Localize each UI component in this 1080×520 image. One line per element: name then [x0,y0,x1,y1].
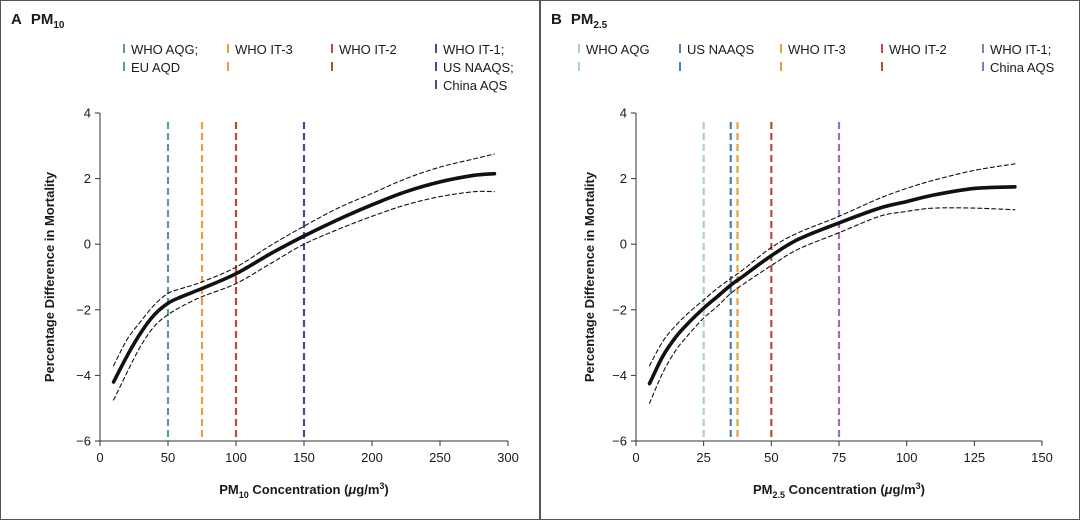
y-tick-label: 2 [620,171,627,186]
y-tick-label: 4 [620,106,627,121]
estimate-curve [111,171,497,384]
legend-swatch [679,62,681,71]
panel-letter: A [11,11,22,28]
lower-ci-curve [648,207,1016,404]
panel-b: B PM2.5 WHO AQG US NAAQS WHO IT-3 WHO IT-2 WHO… [551,11,1055,500]
legend-swatch [331,44,333,53]
legend-swatch [881,44,883,53]
panel-title: A PM10 [11,11,65,31]
x-axis-label: PM2.5 Concentration (μg/m3) [753,481,925,500]
legend-label: US NAAQS; [443,60,514,75]
x-tick-label: 0 [632,450,639,465]
legend-item: WHO IT-2 [331,42,397,71]
y-tick-label: −2 [612,302,627,317]
legend-item: WHO IT-1; US NAAQS; China AQS [435,42,514,93]
x-tick-label: 150 [1031,450,1053,465]
x-tick-label: 200 [361,450,383,465]
legend-item: WHO IT-3 [780,42,846,71]
x-tick-label: 125 [963,450,985,465]
title-main: PM [31,11,54,28]
y-tick-label: 4 [84,106,91,121]
legend-swatch [881,62,883,71]
legend-label: WHO AQG [586,42,650,57]
legend-label: China AQS [990,60,1055,75]
legend-swatch [227,62,229,71]
legend-item: WHO IT-3 [227,42,293,71]
legend-swatch [227,44,229,53]
x-tick-label: 250 [429,450,451,465]
y-tick-label: −4 [612,368,627,383]
y-axis-label: Percentage Difference in Mortality [42,171,57,382]
legend-label: WHO IT-2 [889,42,947,57]
upper-ci-curve [113,153,495,367]
x-axis-label: PM10 Concentration (μg/m3) [219,481,389,500]
x-tick-label: 300 [497,450,519,465]
legend-swatch [780,62,782,71]
legend-swatch [578,44,580,53]
y-tick-label: −6 [612,434,627,449]
legend-swatch [982,44,984,53]
legend-swatch [123,62,125,71]
legend-swatch [780,44,782,53]
legend-label: China AQS [443,78,508,93]
legend-item: US NAAQS [679,42,755,71]
legend-swatch [435,44,437,53]
legend-label: WHO AQG; [131,42,198,57]
legend-item: WHO IT-2 [881,42,947,71]
y-tick-label: −2 [76,302,91,317]
legend-swatch [435,62,437,71]
y-tick-label: 2 [84,171,91,186]
y-tick-label: −4 [76,368,91,383]
legend-label: WHO IT-1; [990,42,1051,57]
upper-ci-curve [648,163,1016,367]
legend-swatch [435,80,437,89]
legend-item: WHO IT-1; China AQS [982,42,1055,75]
x-tick-label: 75 [832,450,846,465]
legend-item: WHO AQG [578,42,650,71]
x-tick-label: 50 [161,450,175,465]
title-subscript: 2.5 [593,20,607,31]
legend-swatch [982,62,984,71]
title-subscript: 10 [53,20,65,31]
legend-label: WHO IT-1; [443,42,504,57]
x-tick-label: 100 [896,450,918,465]
y-tick-label: −6 [76,434,91,449]
legend-label: WHO IT-2 [339,42,397,57]
y-tick-label: 0 [84,237,91,252]
lower-ci-curve [113,190,495,401]
estimate-curve [647,185,1017,386]
panel-letter: B [551,11,562,28]
legend-label: WHO IT-3 [788,42,846,57]
legend-swatch [679,44,681,53]
x-tick-label: 25 [696,450,710,465]
legend-label: EU AQD [131,60,180,75]
legend-swatch [331,62,333,71]
x-tick-label: 100 [225,450,247,465]
title-main: PM [571,11,594,28]
legend-swatch [123,44,125,53]
legend-label: WHO IT-3 [235,42,293,57]
x-tick-label: 150 [293,450,315,465]
legend-label: US NAAQS [687,42,755,57]
legend-swatch [578,62,580,71]
y-tick-label: 0 [620,237,627,252]
x-tick-label: 50 [764,450,778,465]
legend-item: WHO AQG; EU AQD [123,42,198,75]
x-tick-label: 0 [96,450,103,465]
panel-title: B PM2.5 [551,11,608,31]
y-axis-label: Percentage Difference in Mortality [582,171,597,382]
panel-a: A PM10 WHO AQG; EU AQD WHO IT-3 WHO IT-2 WHO I… [11,11,519,500]
